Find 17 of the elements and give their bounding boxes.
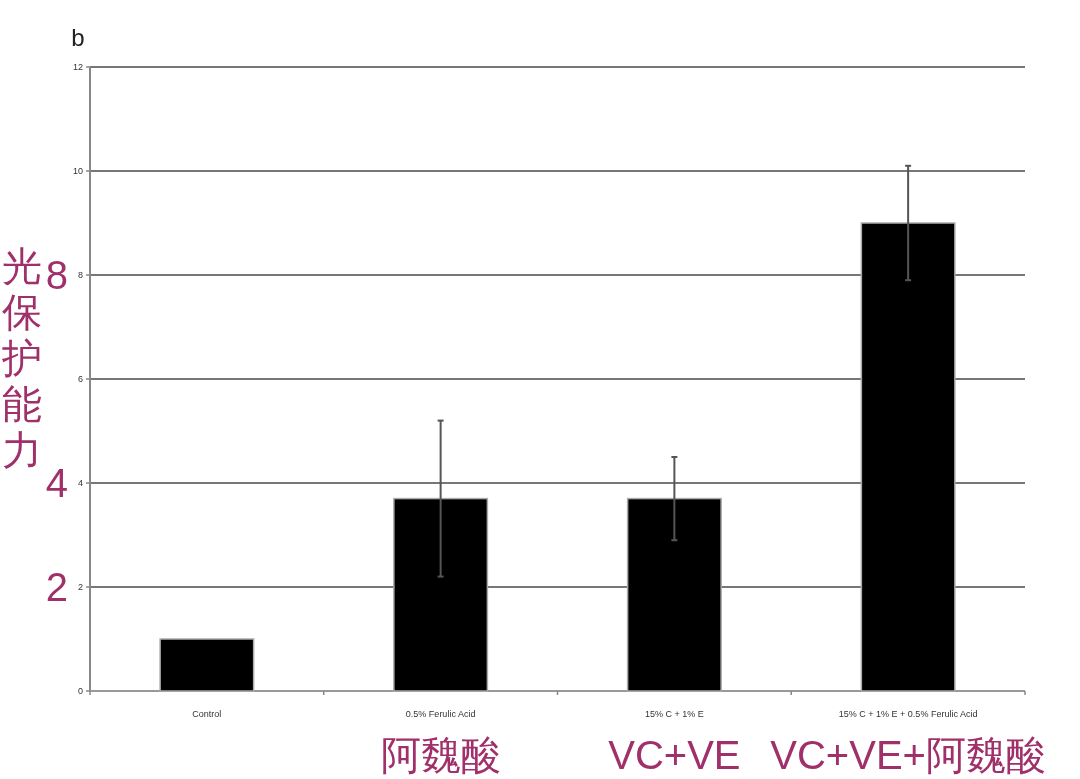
- category-label: 15% C + 1% E + 0.5% Ferulic Acid VC+VE+阿魏酸: [770, 709, 1046, 777]
- bar: [159, 638, 255, 692]
- y2-axis-title: 光保护能力: [1, 244, 42, 472]
- y-tick-label: 8: [77, 270, 83, 280]
- x-tick-label: Control: [192, 709, 222, 719]
- y-tick-label: 2: [77, 582, 83, 592]
- bar: [860, 222, 956, 692]
- y-tick-label: 12: [72, 62, 83, 72]
- bar: [393, 497, 489, 692]
- y-tick-label: 10: [72, 166, 83, 176]
- y-tick-label: 4: [77, 478, 83, 488]
- bar: [626, 497, 722, 692]
- category-label: 0.5% Ferulic Acid 阿魏酸: [380, 709, 501, 777]
- chart-title: b: [71, 24, 85, 51]
- y-tick-label: 6: [77, 374, 83, 384]
- y-tick-label: 0: [77, 686, 83, 696]
- category-label: 15% C + 1% E VC+VE: [608, 709, 741, 777]
